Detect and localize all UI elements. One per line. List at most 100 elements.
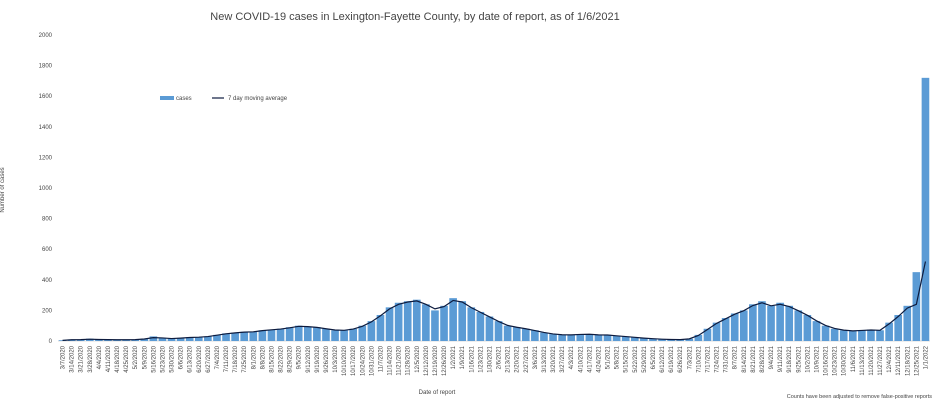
bar <box>458 301 467 341</box>
y-tick-label: 600 <box>42 247 53 253</box>
x-tick-label: 6/13/2020 <box>188 345 194 372</box>
x-tick-label: 10/9/2021 <box>814 345 820 372</box>
bar <box>95 339 103 341</box>
y-tick-label: 200 <box>42 308 53 314</box>
x-tick-label: 10/31/2020 <box>369 345 375 376</box>
x-tick-label: 3/13/2021 <box>542 345 548 372</box>
bar <box>349 328 358 341</box>
x-tick-label: 3/20/2021 <box>551 345 557 372</box>
bar <box>658 339 666 341</box>
x-tick-label: 7/3/2021 <box>687 345 693 369</box>
x-tick-label: 3/28/2020 <box>88 345 94 372</box>
bar <box>903 305 912 341</box>
bar <box>858 330 866 341</box>
x-tick-label: 11/20/2021 <box>869 345 875 375</box>
x-tick-label: 1/16/2021 <box>469 345 475 372</box>
x-tick-label: 7/10/2021 <box>696 345 702 372</box>
bar <box>394 302 403 341</box>
bar <box>267 329 276 341</box>
bar <box>667 339 675 341</box>
bar <box>449 298 457 341</box>
y-tick-label: 1400 <box>39 125 53 131</box>
bar <box>630 337 639 341</box>
x-tick-label: 4/10/2021 <box>578 345 584 372</box>
legend-swatch <box>160 96 174 100</box>
x-tick-label: 12/5/2020 <box>415 345 421 372</box>
x-tick-label: 9/19/2020 <box>315 345 321 372</box>
chart-title: New COVID-19 cases in Lexington-Fayette … <box>210 11 619 23</box>
bar <box>322 328 330 341</box>
bar <box>276 328 285 341</box>
x-tick-label: 1/23/2021 <box>478 345 484 372</box>
x-tick-label: 12/19/2020 <box>433 345 439 376</box>
x-axis-label: Date of report <box>419 390 456 396</box>
bar <box>294 325 303 341</box>
bar <box>131 339 140 341</box>
x-tick-label: 6/19/2021 <box>669 345 675 372</box>
x-tick-label: 1/30/2021 <box>487 345 493 372</box>
bar <box>803 314 812 341</box>
bar <box>494 321 503 341</box>
x-tick-label: 1/1/2022 <box>923 345 929 369</box>
x-tick-label: 2/6/2021 <box>497 345 503 369</box>
bar <box>476 311 485 341</box>
x-tick-label: 5/8/2021 <box>615 345 621 369</box>
x-tick-label: 10/17/2020 <box>351 345 357 376</box>
bar <box>921 77 930 341</box>
bar <box>358 325 367 341</box>
x-tick-label: 2/13/2021 <box>506 345 512 372</box>
x-tick-label: 10/10/2020 <box>342 345 348 376</box>
x-tick-label: 4/11/2020 <box>106 345 112 372</box>
x-tick-label: 3/21/2020 <box>79 345 85 372</box>
bar <box>385 307 394 341</box>
bar <box>694 334 703 341</box>
x-tick-label: 11/13/2021 <box>860 345 866 375</box>
bar <box>231 332 239 341</box>
x-tick-label: 7/4/2020 <box>215 345 221 369</box>
bar <box>549 334 557 341</box>
bar <box>685 338 694 341</box>
x-tick-label: 10/23/2021 <box>833 345 839 376</box>
x-tick-label: 7/18/2020 <box>233 345 239 372</box>
bar <box>749 304 757 341</box>
bar <box>612 335 621 341</box>
x-tick-label: 2/27/2021 <box>524 345 530 372</box>
x-tick-label: 8/14/2021 <box>742 345 748 372</box>
bar <box>758 301 766 341</box>
bar <box>403 301 412 341</box>
x-tick-label: 5/23/2020 <box>160 345 166 372</box>
bar <box>194 337 203 341</box>
y-tick-label: 1600 <box>39 94 53 100</box>
x-tick-label: 9/25/2021 <box>796 345 802 372</box>
bar <box>158 337 167 341</box>
bar <box>431 310 439 341</box>
x-tick-label: 11/7/2020 <box>378 345 384 372</box>
bar <box>376 314 385 341</box>
bar <box>313 327 321 341</box>
bar <box>594 334 603 341</box>
x-tick-label: 11/27/2021 <box>878 345 884 375</box>
bar <box>830 328 839 341</box>
bar <box>794 310 803 341</box>
bar <box>76 339 85 341</box>
x-tick-label: 7/24/2021 <box>715 345 721 372</box>
bar <box>767 305 775 341</box>
bar <box>558 334 566 341</box>
bar <box>712 322 721 341</box>
x-tick-label: 10/24/2020 <box>360 345 366 376</box>
bar <box>185 337 194 341</box>
bar <box>258 330 267 341</box>
x-tick-label: 4/3/2021 <box>569 345 575 369</box>
y-tick-label: 1200 <box>39 155 53 161</box>
x-tick-label: 8/7/2021 <box>733 345 739 369</box>
x-tick-label: 12/25/2021 <box>914 345 920 376</box>
footnote: Counts have been adjusted to remove fals… <box>787 394 932 400</box>
bar <box>485 316 494 341</box>
x-tick-label: 9/11/2021 <box>778 345 784 372</box>
x-tick-label: 3/14/2020 <box>70 345 76 372</box>
x-tick-label: 8/1/2020 <box>251 345 257 369</box>
x-tick-label: 6/5/2021 <box>651 345 657 369</box>
x-tick-label: 12/18/2021 <box>905 345 911 376</box>
y-axis-label: Number of cases <box>0 167 6 212</box>
x-tick-label: 5/2/2020 <box>133 345 139 369</box>
